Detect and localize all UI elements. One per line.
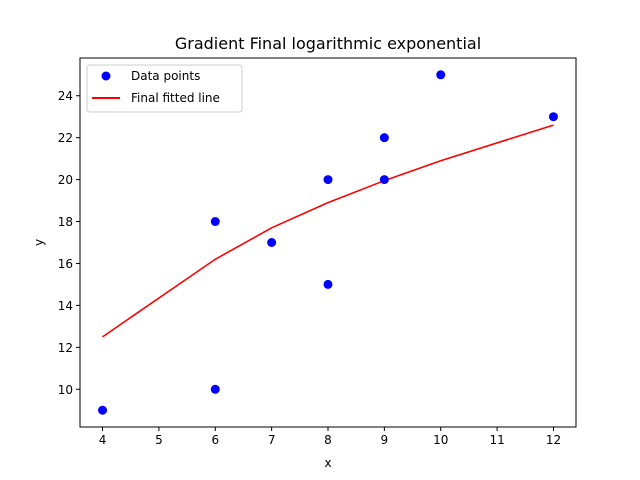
data-point (379, 175, 389, 185)
data-point (323, 279, 333, 289)
x-tick-label: 4 (99, 433, 107, 447)
x-tick-label: 5 (155, 433, 163, 447)
fitted-line-series (102, 124, 554, 338)
x-tick-label: 7 (268, 433, 276, 447)
data-point (548, 112, 558, 122)
x-tick-label: 10 (433, 433, 448, 447)
y-tick-label: 20 (58, 173, 73, 187)
y-tick-label: 22 (58, 131, 73, 145)
legend-label-fitted-line: Final fitted line (131, 91, 220, 105)
x-axis-label: x (324, 456, 331, 470)
y-axis: 10 12 14 16 18 20 22 24 (58, 89, 80, 397)
legend-label-data-points: Data points (131, 69, 200, 83)
chart-title: Gradient Final logarithmic exponential (175, 34, 481, 53)
data-point (210, 384, 220, 394)
data-point (323, 175, 333, 185)
x-tick-label: 11 (489, 433, 504, 447)
legend-box (86, 64, 243, 113)
y-tick-label: 18 (58, 215, 73, 229)
legend: Data points Final fitted line (86, 64, 243, 113)
y-axis-label: y (32, 239, 46, 246)
legend-scatter-marker (101, 71, 111, 81)
y-tick-label: 16 (58, 257, 73, 271)
data-point (436, 70, 446, 80)
plot-area (98, 70, 558, 415)
y-tick-label: 10 (58, 383, 73, 397)
y-tick-label: 14 (58, 299, 73, 313)
x-axis: 4 5 6 7 8 9 10 11 12 (99, 427, 561, 447)
data-point (267, 238, 277, 247)
data-point (98, 405, 108, 415)
data-point (379, 133, 389, 143)
y-tick-label: 12 (58, 341, 73, 355)
x-tick-label: 12 (546, 433, 561, 447)
x-tick-label: 6 (211, 433, 219, 447)
data-point (210, 217, 220, 227)
y-tick-label: 24 (58, 89, 73, 103)
x-tick-label: 9 (381, 433, 389, 447)
x-tick-label: 8 (324, 433, 332, 447)
